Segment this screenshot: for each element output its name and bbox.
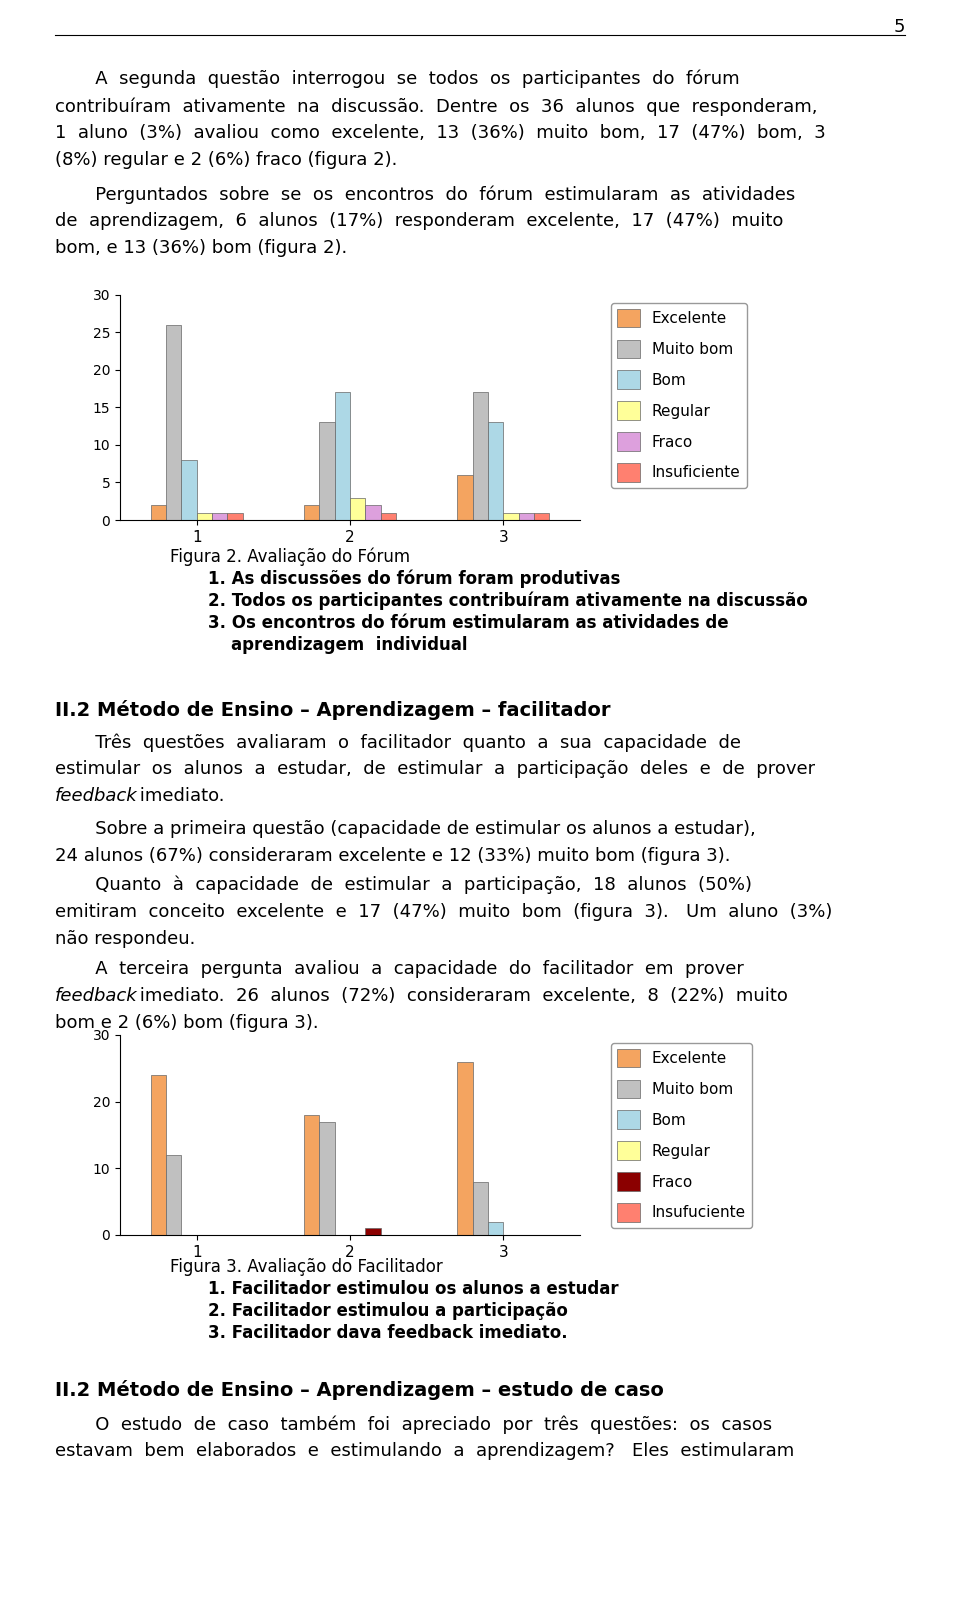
Bar	[166, 1156, 181, 1235]
Bar	[472, 1182, 488, 1235]
Text: estavam  bem  elaborados  e  estimulando  a  aprendizagem?   Eles  estimularam: estavam bem elaborados e estimulando a a…	[55, 1443, 794, 1460]
Bar	[181, 459, 197, 521]
Text: Figura 2. Avaliação do Fórum: Figura 2. Avaliação do Fórum	[170, 548, 410, 566]
Bar	[350, 498, 366, 521]
Text: não respondeu.: não respondeu.	[55, 930, 195, 948]
Text: imediato.: imediato.	[134, 787, 225, 804]
Bar	[488, 422, 503, 521]
Bar	[304, 505, 320, 521]
Legend: Excelente, Muito bom, Bom, Regular, Fraco, Insuficiente: Excelente, Muito bom, Bom, Regular, Frac…	[611, 303, 747, 488]
Bar	[366, 505, 381, 521]
Bar	[304, 1116, 320, 1235]
Bar	[151, 505, 166, 521]
Bar	[366, 1228, 381, 1235]
Bar	[228, 513, 243, 521]
Text: Sobre a primeira questão (capacidade de estimular os alunos a estudar),: Sobre a primeira questão (capacidade de …	[55, 821, 756, 838]
Text: 3. Facilitador dava feedback imediato.: 3. Facilitador dava feedback imediato.	[208, 1323, 568, 1343]
Text: II.2 Método de Ensino – Aprendizagem – estudo de caso: II.2 Método de Ensino – Aprendizagem – e…	[55, 1380, 663, 1399]
Text: aprendizagem  individual: aprendizagem individual	[208, 637, 468, 654]
Text: 1. Facilitador estimulou os alunos a estudar: 1. Facilitador estimulou os alunos a est…	[208, 1280, 619, 1298]
Text: imediato.  26  alunos  (72%)  consideraram  excelente,  8  (22%)  muito: imediato. 26 alunos (72%) consideraram e…	[134, 987, 788, 1004]
Bar	[534, 513, 549, 521]
Text: 5: 5	[894, 18, 905, 35]
Text: bom e 2 (6%) bom (figura 3).: bom e 2 (6%) bom (figura 3).	[55, 1014, 319, 1032]
Bar	[457, 1062, 472, 1235]
Text: 1. As discussões do fórum foram produtivas: 1. As discussões do fórum foram produtiv…	[208, 571, 621, 588]
Text: Três  questões  avaliaram  o  facilitador  quanto  a  sua  capacidade  de: Três questões avaliaram o facilitador qu…	[55, 733, 741, 751]
Bar	[166, 326, 181, 521]
Text: emitiram  conceito  excelente  e  17  (47%)  muito  bom  (figura  3).   Um  alun: emitiram conceito excelente e 17 (47%) m…	[55, 903, 832, 920]
Text: Quanto  à  capacidade  de  estimular  a  participação,  18  alunos  (50%): Quanto à capacidade de estimular a parti…	[55, 875, 752, 895]
Bar	[518, 513, 534, 521]
Bar	[320, 422, 335, 521]
Text: O  estudo  de  caso  também  foi  apreciado  por  três  questões:  os  casos: O estudo de caso também foi apreciado po…	[55, 1415, 772, 1433]
Bar	[503, 513, 518, 521]
Text: 24 alunos (67%) consideraram excelente e 12 (33%) muito bom (figura 3).: 24 alunos (67%) consideraram excelente e…	[55, 846, 731, 866]
Text: Perguntados  sobre  se  os  encontros  do  fórum  estimularam  as  atividades: Perguntados sobre se os encontros do fór…	[55, 185, 795, 203]
Text: 1  aluno  (3%)  avaliou  como  excelente,  13  (36%)  muito  bom,  17  (47%)  bo: 1 aluno (3%) avaliou como excelente, 13 …	[55, 124, 826, 142]
Text: A  terceira  pergunta  avaliou  a  capacidade  do  facilitador  em  prover: A terceira pergunta avaliou a capacidade…	[55, 961, 744, 978]
Text: feedback: feedback	[55, 987, 137, 1004]
Text: A  segunda  questão  interrogou  se  todos  os  participantes  do  fórum: A segunda questão interrogou se todos os…	[55, 69, 739, 89]
Text: Figura 3. Avaliação do Facilitador: Figura 3. Avaliação do Facilitador	[170, 1257, 443, 1277]
Text: feedback: feedback	[55, 787, 137, 804]
Text: (8%) regular e 2 (6%) fraco (figura 2).: (8%) regular e 2 (6%) fraco (figura 2).	[55, 152, 397, 169]
Legend: Excelente, Muito bom, Bom, Regular, Fraco, Insufuciente: Excelente, Muito bom, Bom, Regular, Frac…	[611, 1043, 752, 1228]
Text: 2. Facilitador estimulou a participação: 2. Facilitador estimulou a participação	[208, 1302, 568, 1320]
Text: estimular  os  alunos  a  estudar,  de  estimular  a  participação  deles  e  de: estimular os alunos a estudar, de estimu…	[55, 759, 815, 779]
Bar	[488, 1222, 503, 1235]
Text: 3. Os encontros do fórum estimularam as atividades de: 3. Os encontros do fórum estimularam as …	[208, 614, 729, 632]
Bar	[212, 513, 228, 521]
Text: II.2 Método de Ensino – Aprendizagem – facilitador: II.2 Método de Ensino – Aprendizagem – f…	[55, 700, 611, 721]
Text: bom, e 13 (36%) bom (figura 2).: bom, e 13 (36%) bom (figura 2).	[55, 239, 347, 256]
Bar	[197, 513, 212, 521]
Text: 2. Todos os participantes contribuíram ativamente na discussão: 2. Todos os participantes contribuíram a…	[208, 592, 808, 611]
Bar	[151, 1075, 166, 1235]
Bar	[335, 392, 350, 521]
Text: de  aprendizagem,  6  alunos  (17%)  responderam  excelente,  17  (47%)  muito: de aprendizagem, 6 alunos (17%) responde…	[55, 213, 783, 231]
Text: contribuíram  ativamente  na  discussão.  Dentre  os  36  alunos  que  responder: contribuíram ativamente na discussão. De…	[55, 97, 817, 116]
Bar	[320, 1122, 335, 1235]
Bar	[472, 392, 488, 521]
Bar	[457, 476, 472, 521]
Bar	[381, 513, 396, 521]
